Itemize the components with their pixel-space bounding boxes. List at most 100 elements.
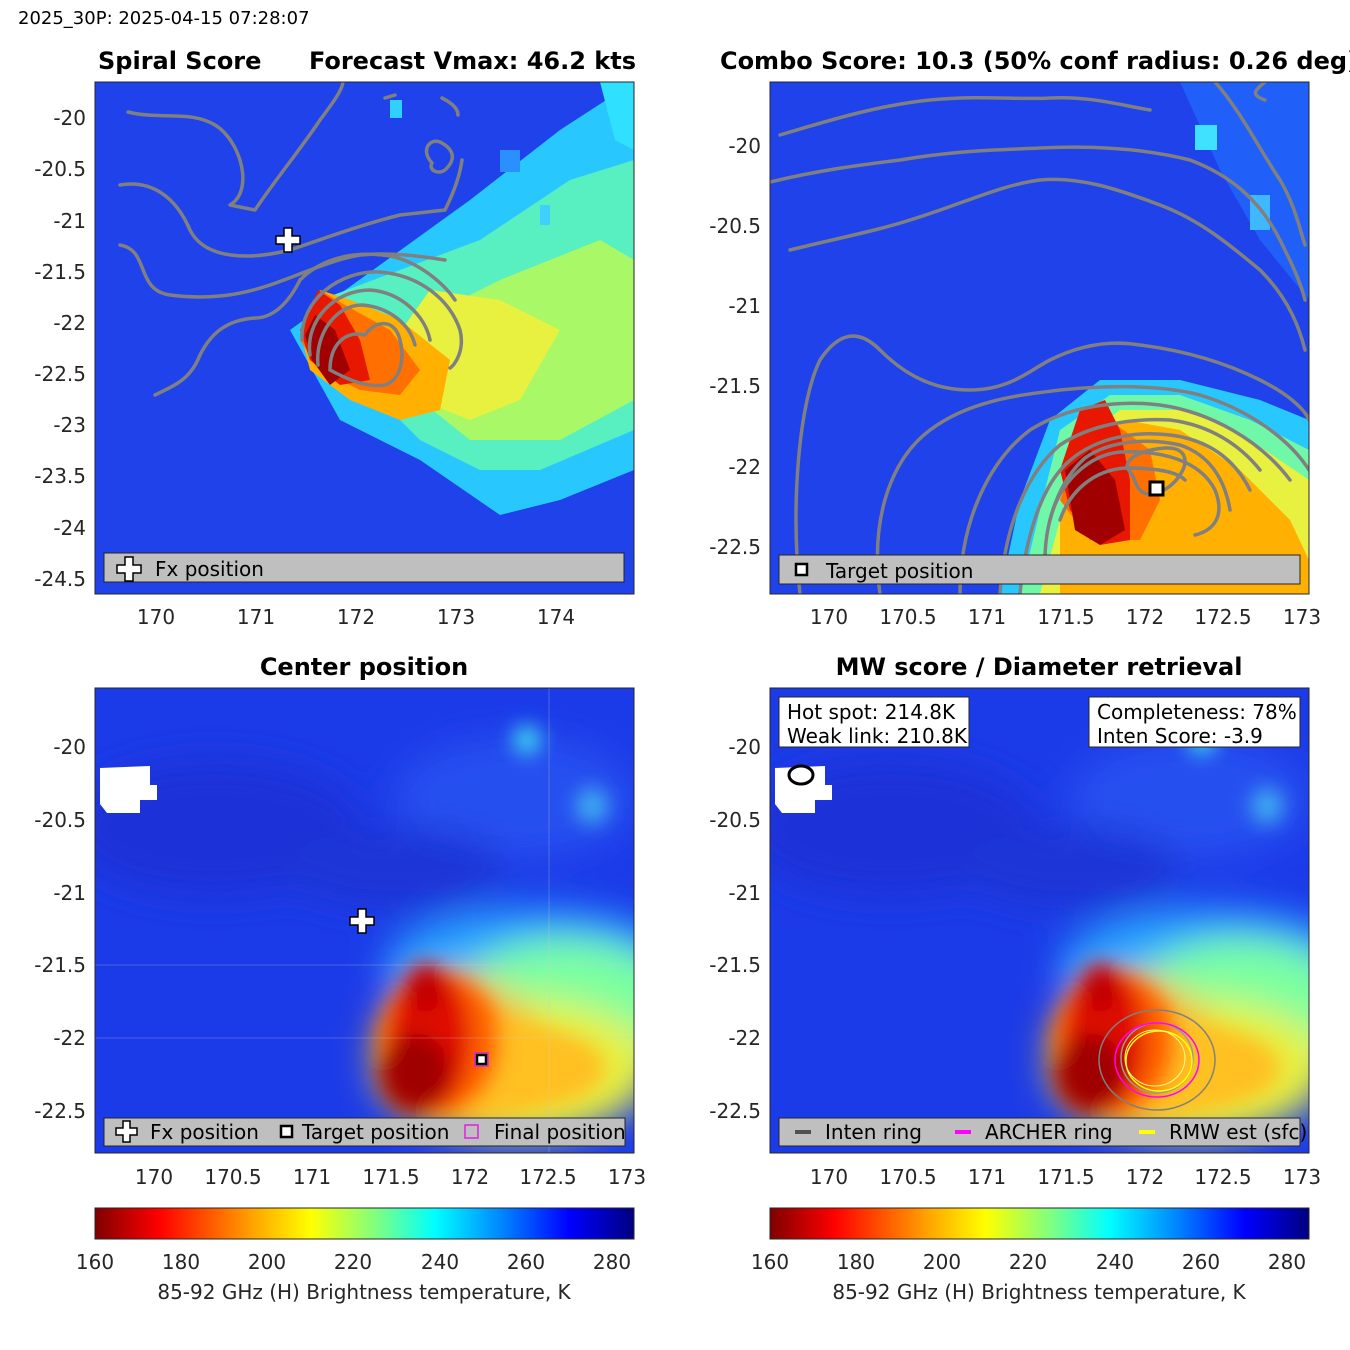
combo-yticks: -20 -20.5 -21 -21.5 -22 -22.5 bbox=[709, 134, 761, 559]
mw-hot-spot: Hot spot: 214.8K bbox=[787, 700, 956, 724]
spiral-ytick: -20 bbox=[53, 106, 86, 130]
mw-yticks: -20 -20.5 -21 -21.5 -22 -22.5 bbox=[709, 735, 761, 1123]
colorbar-tick: 180 bbox=[837, 1250, 875, 1274]
mw-xtick: 172.5 bbox=[1194, 1165, 1251, 1189]
colorbar-tick: 200 bbox=[248, 1250, 286, 1274]
center-xtick: 172 bbox=[451, 1165, 489, 1189]
center-yticks: -20 -20.5 -21 -21.5 -22 -22.5 bbox=[34, 735, 86, 1123]
combo-xtick: 172.5 bbox=[1194, 605, 1251, 629]
center-fx-marker bbox=[349, 908, 375, 934]
mw-rmw-ring bbox=[1125, 1030, 1193, 1092]
spiral-heatmap bbox=[95, 82, 634, 594]
center-heatmap bbox=[95, 688, 634, 1153]
colorbar-tick: 180 bbox=[162, 1250, 200, 1274]
spiral-fx-marker bbox=[275, 227, 301, 253]
center-legend: Fx position Target position Final positi… bbox=[103, 1117, 626, 1147]
center-legend-fx: Fx position bbox=[150, 1120, 259, 1144]
colorbar-tick: 240 bbox=[1096, 1250, 1134, 1274]
mw-xtick: 172 bbox=[1126, 1165, 1164, 1189]
mw-xtick: 170.5 bbox=[879, 1165, 936, 1189]
combo-panel: Combo Score: 10.3 (50% conf radius: 0.26… bbox=[709, 47, 1350, 629]
mw-xtick: 170 bbox=[810, 1165, 848, 1189]
center-legend-final: Final position bbox=[494, 1120, 626, 1144]
center-xtick: 170.5 bbox=[204, 1165, 261, 1189]
mw-legend-rmw: RMW est (sfc) bbox=[1169, 1120, 1307, 1144]
mw-panel: MW score / Diameter retrieval Hot spot: … bbox=[709, 653, 1350, 1189]
mw-ytick: -22.5 bbox=[709, 1099, 761, 1123]
center-xtick: 171 bbox=[293, 1165, 331, 1189]
mw-xtick: 171.5 bbox=[1037, 1165, 1094, 1189]
center-title: Center position bbox=[260, 653, 468, 681]
combo-ytick: -21 bbox=[728, 294, 761, 318]
center-target-marker bbox=[475, 1053, 488, 1066]
mw-inten-score: Inten Score: -3.9 bbox=[1097, 724, 1263, 748]
colorbar-tick: 220 bbox=[334, 1250, 372, 1274]
colorbar-label: 85-92 GHz (H) Brightness temperature, K bbox=[832, 1280, 1246, 1304]
mw-ytick: -21 bbox=[728, 881, 761, 905]
combo-heatmap bbox=[770, 82, 1309, 594]
spiral-ytick: -23.5 bbox=[34, 464, 86, 488]
spiral-legend: Fx position bbox=[103, 552, 625, 583]
center-xtick: 172.5 bbox=[519, 1165, 576, 1189]
center-ytick: -22 bbox=[53, 1026, 86, 1050]
mw-inten-ring-outer bbox=[1098, 1009, 1216, 1111]
figure-header: 2025_30P: 2025-04-15 07:28:07 bbox=[18, 8, 310, 29]
colorbar-tick: 260 bbox=[1182, 1250, 1220, 1274]
mw-ytick: -20.5 bbox=[709, 808, 761, 832]
combo-target-marker bbox=[1148, 480, 1165, 497]
mw-xtick: 171 bbox=[968, 1165, 1006, 1189]
mw-hotspot-box: Hot spot: 214.8K Weak link: 210.8K bbox=[778, 696, 970, 748]
spiral-xtick: 170 bbox=[137, 605, 175, 629]
spiral-ytick: -22.5 bbox=[34, 362, 86, 386]
center-ytick: -21 bbox=[53, 881, 86, 905]
colorbar-label: 85-92 GHz (H) Brightness temperature, K bbox=[157, 1280, 571, 1304]
center-xtick: 173 bbox=[608, 1165, 646, 1189]
center-xticks: 170 170.5 171 171.5 172 172.5 173 bbox=[135, 1165, 646, 1189]
spiral-xticks: 170 171 172 173 174 bbox=[137, 605, 575, 629]
combo-xtick: 171 bbox=[968, 605, 1006, 629]
center-xtick: 171.5 bbox=[362, 1165, 419, 1189]
mw-heatmap: Hot spot: 214.8K Weak link: 210.8K Compl… bbox=[740, 688, 1350, 1153]
colorbar-tick: 240 bbox=[421, 1250, 459, 1274]
combo-ytick: -22 bbox=[728, 455, 761, 479]
combo-xtick: 171.5 bbox=[1037, 605, 1094, 629]
mw-legend-archer: ARCHER ring bbox=[985, 1120, 1113, 1144]
spiral-ytick: -24 bbox=[53, 516, 86, 540]
combo-xtick: 172 bbox=[1126, 605, 1164, 629]
mw-archer-ring bbox=[1114, 1022, 1200, 1098]
colorbar-tick: 280 bbox=[593, 1250, 631, 1274]
combo-xtick: 173 bbox=[1283, 605, 1321, 629]
mw-ytick: -21.5 bbox=[709, 953, 761, 977]
mw-rmw-ring-inner bbox=[1124, 1029, 1186, 1087]
spiral-ytick: -24.5 bbox=[34, 567, 86, 591]
mw-legend: Inten ring ARCHER ring RMW est (sfc) bbox=[778, 1117, 1307, 1147]
spiral-ytick: -23 bbox=[53, 413, 86, 437]
combo-ytick: -21.5 bbox=[709, 374, 761, 398]
center-ytick: -20.5 bbox=[34, 808, 86, 832]
mw-xticks: 170 170.5 171 171.5 172 172.5 173 bbox=[810, 1165, 1321, 1189]
colorbar-tick: 220 bbox=[1009, 1250, 1047, 1274]
combo-ytick: -20 bbox=[728, 134, 761, 158]
spiral-xtick: 172 bbox=[337, 605, 375, 629]
combo-legend: Target position bbox=[778, 554, 1301, 585]
spiral-xtick: 171 bbox=[237, 605, 275, 629]
combo-title: Combo Score: 10.3 (50% conf radius: 0.26… bbox=[720, 47, 1350, 75]
combo-ytick: -20.5 bbox=[709, 214, 761, 238]
spiral-title-left: Spiral Score bbox=[98, 47, 261, 75]
colorbar-right: 160 180 200 220 240 260 280 85-92 GHz (H… bbox=[751, 1207, 1310, 1304]
combo-xtick: 170.5 bbox=[879, 605, 936, 629]
spiral-title-right: Forecast Vmax: 46.2 kts bbox=[309, 47, 636, 75]
mw-ytick: -20 bbox=[728, 735, 761, 759]
spiral-xtick: 174 bbox=[537, 605, 575, 629]
mw-title: MW score / Diameter retrieval bbox=[836, 653, 1243, 681]
spiral-ytick: -21.5 bbox=[34, 260, 86, 284]
combo-xtick: 170 bbox=[810, 605, 848, 629]
combo-xticks: 170 170.5 171 171.5 172 172.5 173 bbox=[810, 605, 1321, 629]
mw-xtick: 173 bbox=[1283, 1165, 1321, 1189]
spiral-ytick: -20.5 bbox=[34, 157, 86, 181]
center-ytick: -20 bbox=[53, 735, 86, 759]
colorbar-tick: 260 bbox=[507, 1250, 545, 1274]
colorbar-tick: 280 bbox=[1268, 1250, 1306, 1274]
center-xtick: 170 bbox=[135, 1165, 173, 1189]
